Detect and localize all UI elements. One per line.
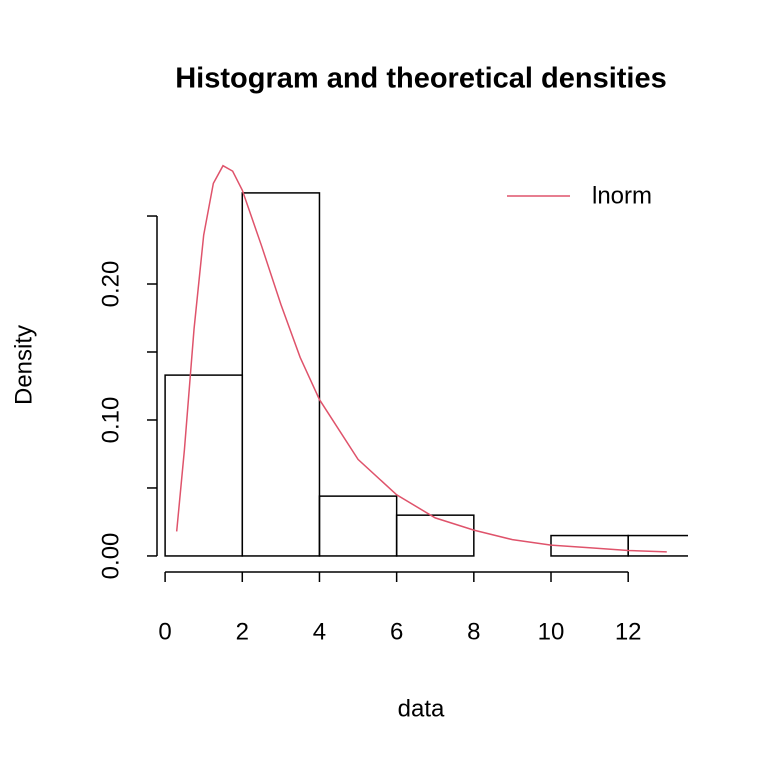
y-tick-label: 0.10 xyxy=(97,397,124,444)
y-tick-label: 0.20 xyxy=(97,261,124,308)
x-axis-label: data xyxy=(398,695,445,722)
bar xyxy=(395,514,475,557)
plot-area xyxy=(164,164,688,557)
legend-label: lnorm xyxy=(592,182,652,209)
chart-title: Histogram and theoretical densities xyxy=(175,63,667,95)
bar xyxy=(318,495,398,557)
x-tick-label: 0 xyxy=(158,618,171,645)
y-tick-label: 0.00 xyxy=(97,533,124,580)
x-tick-label: 2 xyxy=(236,618,249,645)
density-curve xyxy=(175,164,667,553)
x-tick-label: 4 xyxy=(313,618,326,645)
y-axis-label: Density xyxy=(10,325,37,405)
x-tick-label: 10 xyxy=(538,618,565,645)
x-tick-label: 8 xyxy=(467,618,480,645)
bar xyxy=(241,192,321,557)
x-tick-label: 12 xyxy=(615,618,642,645)
bar xyxy=(627,534,688,557)
x-tick-label: 6 xyxy=(390,618,403,645)
